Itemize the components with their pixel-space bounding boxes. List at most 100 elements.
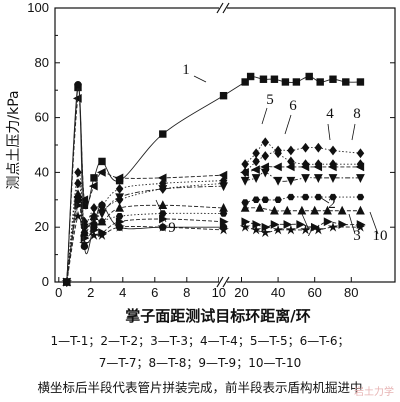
series-8-point bbox=[355, 162, 365, 172]
series-3-point bbox=[158, 200, 168, 209]
series-1-point bbox=[98, 157, 106, 166]
axis-break bbox=[216, 2, 230, 288]
y-tick-label: 60 bbox=[35, 110, 49, 125]
series-7-point bbox=[313, 224, 324, 235]
series-6-point bbox=[328, 174, 338, 183]
series-8-point bbox=[96, 168, 106, 177]
annotation-leader bbox=[284, 114, 292, 135]
series-3-point bbox=[282, 205, 292, 215]
series-2-point bbox=[283, 220, 293, 229]
series-5-point bbox=[74, 178, 82, 189]
series-6-point bbox=[313, 174, 323, 183]
series-6-point bbox=[240, 176, 250, 186]
x-tick-label: 0 bbox=[55, 285, 62, 300]
plot-frame bbox=[54, 7, 396, 283]
series-1-point bbox=[316, 78, 324, 86]
series-6-point bbox=[158, 185, 168, 194]
x-tick-label: 40 bbox=[271, 285, 285, 300]
series-5 bbox=[63, 137, 365, 287]
series-3-point bbox=[255, 202, 265, 212]
series-7-point bbox=[260, 227, 271, 238]
series-5-point bbox=[252, 148, 260, 159]
annotation-leader bbox=[261, 107, 268, 125]
y-tick-label: 40 bbox=[35, 164, 49, 179]
series-1-point bbox=[159, 130, 167, 138]
series-7-point bbox=[327, 221, 339, 232]
series-10-point bbox=[301, 193, 310, 201]
series-1-point bbox=[259, 75, 268, 83]
chart-axes: 0 20 40 60 80 100 0 2 4 6 8 10 20 40 60 80 bbox=[27, 0, 396, 300]
series-2-line bbox=[66, 203, 224, 283]
annotation-leader bbox=[348, 213, 356, 235]
series-4-point bbox=[301, 142, 310, 153]
series-8-point bbox=[157, 173, 167, 183]
legend-row-1: 1—T-1；2—T-2；3—T-3；4—T-4；5—T-5；6—T-6； bbox=[50, 334, 350, 348]
curve-label-6: 6 bbox=[289, 98, 297, 114]
series-9-point bbox=[74, 81, 82, 89]
curve-label-2: 2 bbox=[328, 196, 336, 212]
series-3-point bbox=[337, 205, 347, 215]
series-8-line bbox=[66, 96, 224, 283]
series-8-point bbox=[88, 181, 98, 191]
series-1-point bbox=[305, 72, 313, 81]
series-1-point bbox=[292, 78, 301, 86]
series-6-point bbox=[219, 182, 228, 192]
series-2-point bbox=[159, 214, 168, 224]
series-6-point bbox=[115, 193, 124, 203]
series-4-point bbox=[252, 156, 260, 167]
series-1-point bbox=[246, 72, 255, 81]
series-3 bbox=[62, 189, 365, 286]
series-1-line bbox=[66, 81, 246, 283]
series-4-point bbox=[261, 151, 270, 161]
series-10-point bbox=[80, 229, 89, 236]
series-7-point bbox=[96, 229, 108, 240]
y-axis-label: 测点土压力/kPa bbox=[6, 90, 22, 189]
x-tick-label: 20 bbox=[234, 285, 248, 300]
x-tick-label: 8 bbox=[183, 285, 190, 300]
series-10-point bbox=[74, 196, 82, 204]
series-8-point bbox=[114, 173, 124, 183]
series-4-point bbox=[115, 183, 124, 194]
x-tick-label: 4 bbox=[119, 285, 126, 300]
curve-label-5: 5 bbox=[266, 92, 274, 108]
series-9-line bbox=[66, 84, 224, 283]
series-8-point bbox=[327, 162, 337, 172]
series-1-point bbox=[270, 75, 279, 83]
series-2-point bbox=[338, 220, 348, 229]
series-6-point bbox=[80, 223, 89, 233]
curve-label-8: 8 bbox=[353, 106, 361, 122]
series-8-point bbox=[300, 162, 310, 172]
series-1-point bbox=[241, 78, 249, 86]
series-6-line bbox=[66, 185, 224, 283]
series-3-point bbox=[115, 202, 124, 212]
series-1-point bbox=[219, 91, 228, 100]
series-6-point bbox=[356, 174, 365, 183]
series-2-point bbox=[323, 217, 333, 227]
watermark: 岩土力学 bbox=[354, 387, 394, 398]
series-9-point bbox=[159, 223, 167, 231]
curve-label-4: 4 bbox=[326, 106, 334, 122]
series-1-point bbox=[342, 78, 350, 86]
series-10-point bbox=[274, 196, 282, 204]
annotation-leader bbox=[327, 123, 331, 141]
x-tick-label: 60 bbox=[307, 285, 321, 300]
curve-label-9: 9 bbox=[168, 220, 176, 236]
series-7-point bbox=[88, 229, 100, 240]
series-10-point bbox=[356, 193, 365, 201]
series-6-point bbox=[286, 176, 296, 186]
curve-label-7: 7 bbox=[306, 224, 314, 240]
series-8-point bbox=[79, 195, 89, 205]
annotation-leader bbox=[193, 75, 207, 83]
x-axis-label: 掌子面距测试目标环距离/环 bbox=[125, 307, 310, 325]
x-tick-label: 80 bbox=[344, 285, 358, 300]
series-10-point bbox=[252, 196, 260, 204]
series-8-point bbox=[251, 165, 260, 175]
series-6-point bbox=[97, 209, 107, 219]
series-layer bbox=[61, 72, 366, 288]
y-tick-label: 100 bbox=[27, 0, 49, 15]
series-9-point bbox=[98, 201, 106, 209]
series-10-point bbox=[98, 218, 106, 225]
series-6-point bbox=[251, 174, 261, 183]
curve-label-10: 10 bbox=[373, 228, 388, 244]
